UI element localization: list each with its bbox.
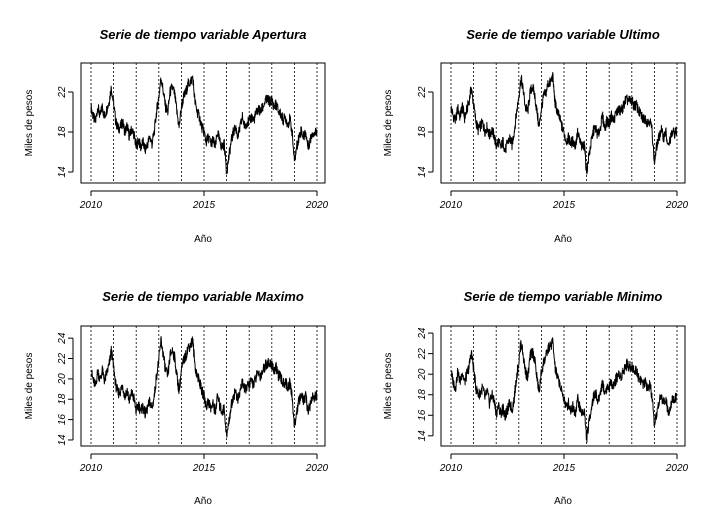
y-axis-label: Miles de pesos — [383, 90, 394, 157]
x-tick-label: 2015 — [192, 463, 216, 474]
plot-area: 2010 2015 2020 14 16 18 20 22 24 — [417, 325, 689, 474]
y-tick-label: 18 — [57, 126, 68, 138]
y-tick-label: 18 — [417, 126, 428, 138]
x-tick-label: 2020 — [305, 463, 329, 474]
y-tick-label: 22 — [417, 86, 428, 99]
plot-frame — [440, 62, 686, 184]
y-tick-label: 20 — [57, 373, 68, 386]
chart-title: Serie de tiempo variable Maximo — [102, 289, 304, 304]
y-tick-label: 14 — [417, 430, 428, 442]
plot-area: 2010 2015 2020 14 16 18 20 22 24 — [57, 325, 329, 474]
y-tick-label: 20 — [417, 368, 428, 381]
series-line — [90, 336, 318, 438]
y-axis-label: Miles de pesos — [383, 353, 394, 420]
y-tick-label: 16 — [57, 414, 68, 426]
y-tick-label: 24 — [57, 332, 68, 345]
y-tick-label: 14 — [57, 434, 68, 446]
series-line — [450, 337, 678, 443]
x-tick-label: 2010 — [79, 463, 103, 474]
chart-ultimo: Serie de tiempo variable Ultimo Miles de… — [383, 27, 689, 245]
y-tick-label: 16 — [417, 409, 428, 421]
y-tick-label: 22 — [417, 348, 428, 361]
chart-maximo: Serie de tiempo variable Maximo Miles de… — [24, 289, 329, 507]
x-tick-label: 2015 — [192, 200, 216, 211]
y-tick-label: 18 — [417, 389, 428, 401]
chart-apertura: Serie de tiempo variable Apertura Miles … — [24, 27, 329, 245]
plot-frame — [80, 325, 326, 447]
x-tick-label: 2015 — [552, 200, 576, 211]
x-axis-label: Año — [554, 496, 572, 507]
x-axis-label: Año — [194, 496, 212, 507]
y-tick-label: 22 — [57, 86, 68, 99]
x-axis-label: Año — [194, 234, 212, 245]
x-tick-label: 2010 — [439, 200, 463, 211]
x-tick-label: 2010 — [439, 463, 463, 474]
x-tick-label: 2015 — [552, 463, 576, 474]
series-line — [450, 72, 678, 175]
y-tick-label: 14 — [57, 166, 68, 178]
plot-frame — [440, 325, 686, 447]
series-line — [90, 75, 318, 175]
x-tick-label: 2020 — [665, 200, 689, 211]
chart-title: Serie de tiempo variable Apertura — [100, 27, 307, 42]
x-tick-label: 2020 — [665, 463, 689, 474]
plot-area: 2010 2015 2020 14 18 22 — [57, 62, 329, 211]
y-tick-label: 14 — [417, 166, 428, 178]
x-axis-label: Año — [554, 234, 572, 245]
x-tick-label: 2010 — [79, 200, 103, 211]
plot-frame — [80, 62, 326, 184]
y-tick-label: 22 — [57, 353, 68, 366]
y-tick-label: 18 — [57, 393, 68, 405]
chart-title: Serie de tiempo variable Minimo — [464, 289, 663, 304]
y-tick-label: 24 — [417, 327, 428, 340]
x-tick-label: 2020 — [305, 200, 329, 211]
plot-area: 2010 2015 2020 14 18 22 — [417, 62, 689, 211]
chart-title: Serie de tiempo variable Ultimo — [466, 27, 660, 42]
y-axis-label: Miles de pesos — [24, 90, 35, 157]
y-axis-label: Miles de pesos — [24, 353, 35, 420]
chart-minimo: Serie de tiempo variable Minimo Miles de… — [383, 289, 689, 507]
